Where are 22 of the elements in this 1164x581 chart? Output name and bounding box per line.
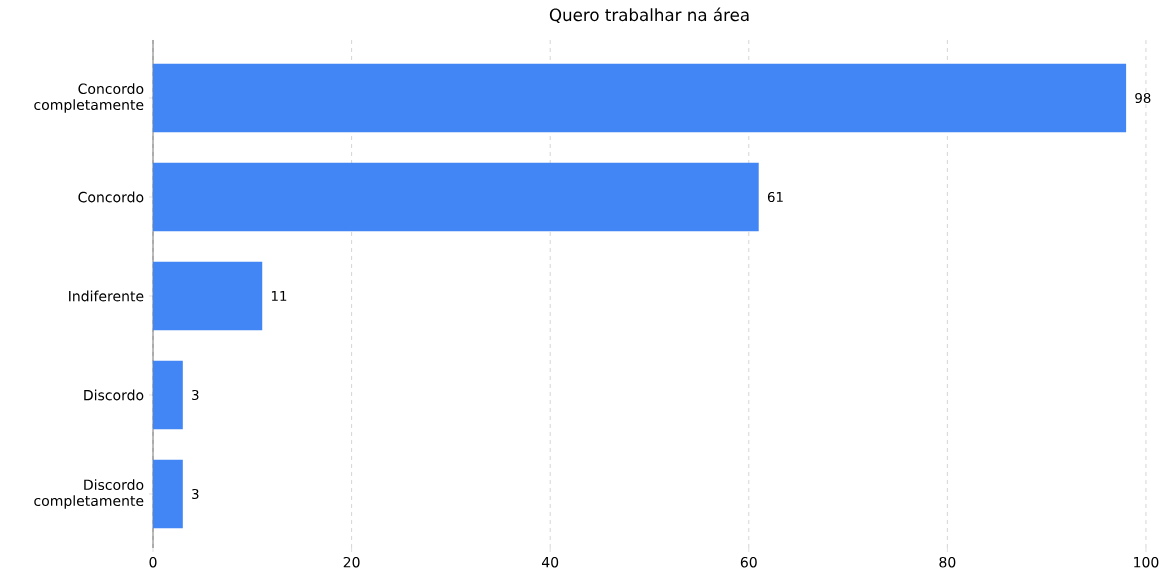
chart-title: Quero trabalhar na área bbox=[549, 7, 749, 24]
bar bbox=[153, 63, 1127, 133]
bar bbox=[153, 459, 183, 529]
y-tick-label: Discordo bbox=[84, 389, 144, 401]
bar bbox=[153, 360, 183, 430]
bar bbox=[153, 162, 759, 232]
x-tick-label: 100 bbox=[1134, 556, 1159, 568]
y-tick-label: Concordo completamente bbox=[34, 83, 144, 113]
y-tick-label: Concordo bbox=[78, 191, 144, 203]
x-tick-label: 0 bbox=[149, 556, 157, 568]
data-label: 11 bbox=[271, 291, 287, 301]
x-tick-label: 80 bbox=[939, 556, 956, 568]
data-label: 3 bbox=[192, 488, 199, 500]
y-tick-label: Indiferente bbox=[69, 290, 144, 302]
data-label: 98 bbox=[1135, 92, 1151, 104]
bar bbox=[153, 261, 263, 331]
data-label: 61 bbox=[767, 191, 783, 203]
data-label: 3 bbox=[192, 389, 199, 401]
y-tick-label: Discordo completamente bbox=[34, 479, 144, 509]
x-tick-label: 40 bbox=[541, 556, 559, 568]
x-tick-label: 20 bbox=[343, 556, 360, 568]
x-tick-label: 60 bbox=[740, 556, 757, 568]
